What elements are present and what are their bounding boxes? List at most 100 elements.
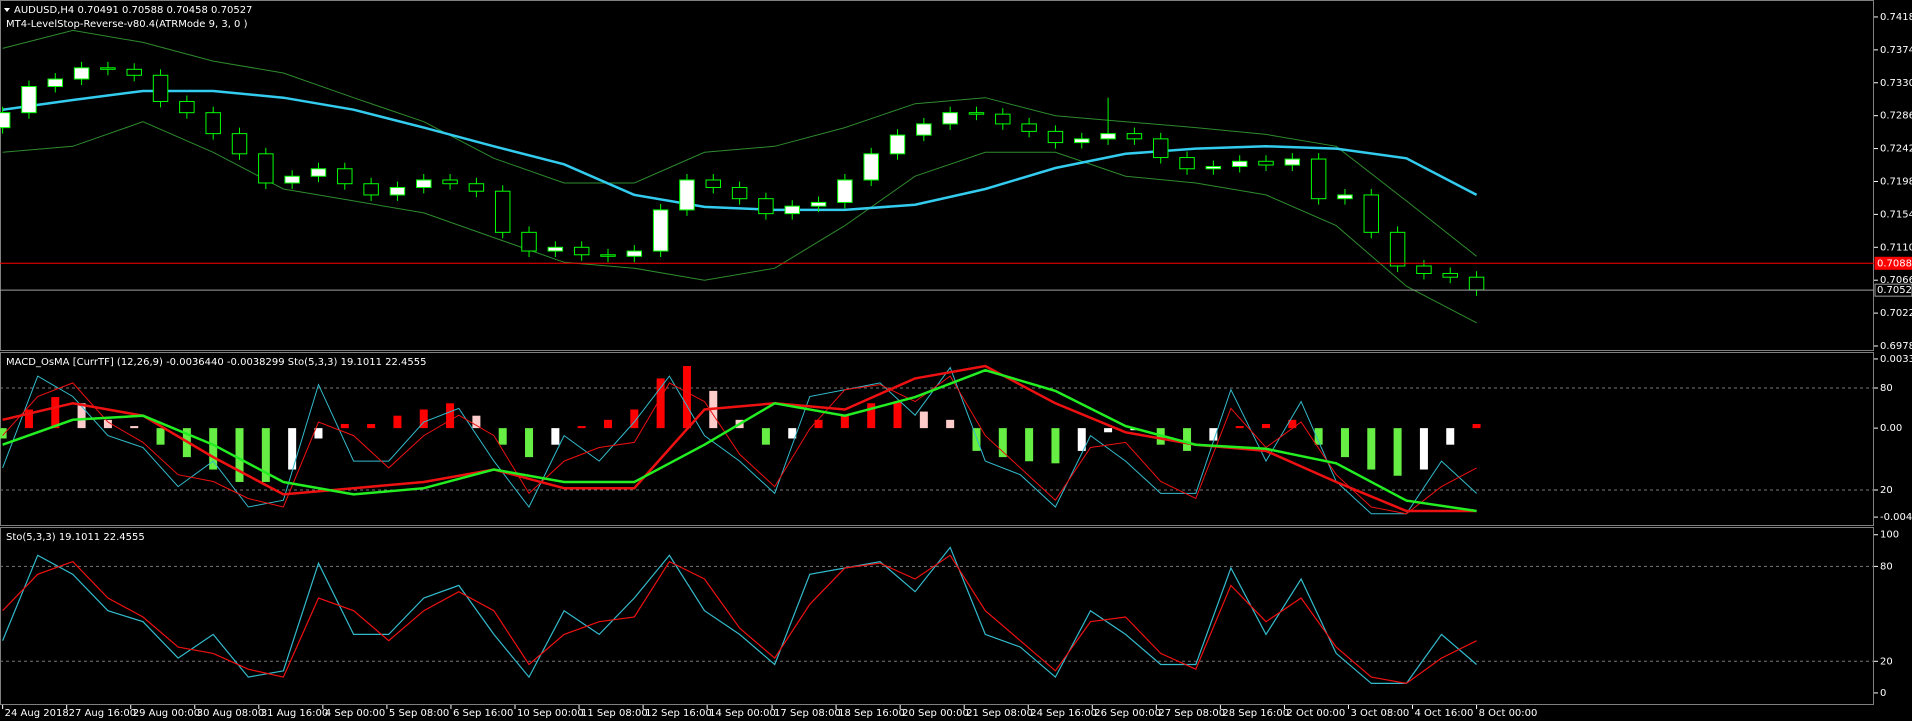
date-label: 29 Aug 00:00 xyxy=(133,708,200,719)
osma-bar xyxy=(1262,423,1271,429)
candle-body xyxy=(1468,276,1485,291)
indicator-line xyxy=(2,554,1477,685)
candle-body xyxy=(863,153,879,181)
osma-bar xyxy=(1077,428,1086,451)
stoch-tick-label: 0 xyxy=(1880,688,1886,699)
indicator-line xyxy=(2,366,1477,515)
osma-bar xyxy=(814,419,823,429)
date-label: 28 Sep 16:00 xyxy=(1222,708,1289,719)
candle-body xyxy=(205,112,221,135)
date-label: 10 Sep 00:00 xyxy=(517,708,584,719)
stoch-tick-label: 80 xyxy=(1880,383,1893,394)
osma-bar xyxy=(551,428,560,445)
stoch-tick-label: 80 xyxy=(1880,561,1893,572)
osma-bar xyxy=(24,409,33,429)
osma-bar xyxy=(77,403,86,429)
macd-tick-label: 0.00 xyxy=(1880,423,1902,434)
candle-body xyxy=(1179,157,1195,170)
indicator-line xyxy=(2,546,1477,684)
osma-bar xyxy=(682,366,691,429)
osma-bar xyxy=(314,428,323,439)
candle-body xyxy=(1231,160,1248,168)
osma-bar xyxy=(630,409,639,429)
candle-body xyxy=(416,179,432,188)
candle-body xyxy=(47,78,64,88)
osma-bar xyxy=(1209,428,1218,441)
candle-body xyxy=(652,209,669,252)
candle-body xyxy=(1389,231,1406,267)
candle-body xyxy=(126,68,142,76)
osma-bar xyxy=(288,428,297,470)
osma-bar xyxy=(0,428,7,439)
osma-bar xyxy=(919,411,928,429)
osma-bar xyxy=(998,428,1007,458)
candle-body xyxy=(1442,272,1458,278)
candle-body xyxy=(995,113,1011,125)
osma-bar xyxy=(1367,428,1376,470)
candle-body xyxy=(837,179,853,203)
macd-panel-frame xyxy=(0,352,1874,526)
osma-bar xyxy=(340,423,349,429)
osma-bar xyxy=(1051,428,1060,464)
date-label: 8 Oct 00:00 xyxy=(1479,708,1538,719)
date-label: 24 Sep 16:00 xyxy=(1030,708,1097,719)
osma-bar xyxy=(1025,428,1034,462)
osma-bar xyxy=(156,428,165,445)
date-label: 12 Sep 16:00 xyxy=(645,708,712,719)
indicator-label: MT4-LevelStop-Reverse-v80.4(ATRMode 9, 3… xyxy=(6,19,248,30)
candle-body xyxy=(1363,194,1380,233)
indicator-line xyxy=(2,375,1477,515)
date-label: 4 Sep 00:00 xyxy=(325,708,385,719)
osma-bar xyxy=(393,415,402,429)
candle-body xyxy=(494,190,511,233)
osma-bar xyxy=(472,415,481,429)
date-label: 3 Oct 08:00 xyxy=(1350,708,1409,719)
osma-bar xyxy=(130,426,139,429)
osma-bar xyxy=(972,428,981,451)
price-level-label: 0.70527 xyxy=(1877,285,1912,296)
osma-bar xyxy=(1340,428,1349,458)
candle-body xyxy=(100,67,116,70)
osma-bar xyxy=(577,426,586,429)
candle-body xyxy=(679,179,695,211)
osma-bar xyxy=(946,419,955,429)
stoch-tick-label: 20 xyxy=(1880,656,1893,667)
indicator-line xyxy=(2,121,1477,324)
osma-bar xyxy=(261,428,270,482)
osma-bar xyxy=(235,428,244,482)
osma-bar xyxy=(1104,428,1113,433)
date-label: 31 Aug 16:00 xyxy=(261,708,328,719)
candle-body xyxy=(152,74,169,102)
osma-bar xyxy=(840,415,849,429)
date-label: 24 Aug 2018 xyxy=(5,708,69,719)
candle-body xyxy=(442,179,458,185)
candle-body xyxy=(784,205,800,215)
date-label: 20 Sep 00:00 xyxy=(902,708,969,719)
candle-body xyxy=(889,134,906,155)
candle-body xyxy=(758,198,774,215)
indicator-line xyxy=(2,368,1477,513)
candle-body xyxy=(231,133,248,155)
osma-bar xyxy=(103,419,112,429)
candle-body xyxy=(1310,158,1327,200)
osma-bar xyxy=(603,419,612,429)
candle-body xyxy=(468,183,485,192)
date-label: 14 Sep 00:00 xyxy=(709,708,776,719)
macd-label: MACD_OsMA [CurrTF] (12,26,9) -0.0036440 … xyxy=(6,357,427,368)
candle-body xyxy=(363,183,379,196)
indicator-line xyxy=(2,89,1478,212)
candle-body xyxy=(284,175,300,184)
osma-bar xyxy=(1235,426,1244,429)
collapse-icon xyxy=(4,8,10,12)
date-label: 4 Oct 16:00 xyxy=(1415,708,1474,719)
stoch-label: Sto(5,3,3) 19.1011 22.4555 xyxy=(6,532,145,543)
osma-bar xyxy=(525,428,534,458)
